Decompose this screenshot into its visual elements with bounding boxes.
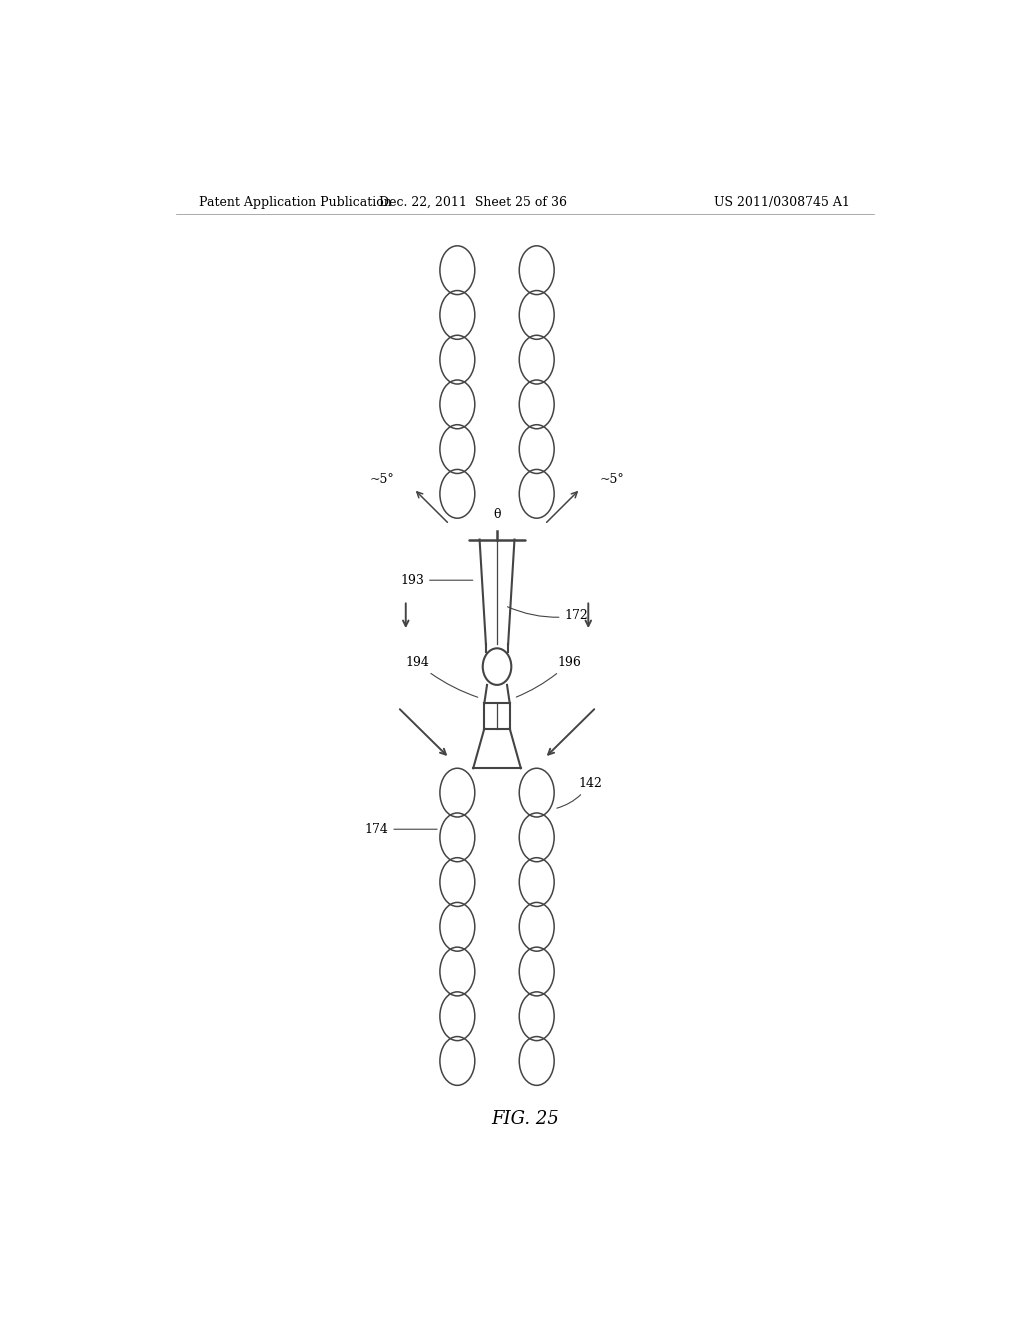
Text: Patent Application Publication: Patent Application Publication bbox=[200, 195, 392, 209]
Text: 194: 194 bbox=[404, 656, 478, 697]
Text: Dec. 22, 2011  Sheet 25 of 36: Dec. 22, 2011 Sheet 25 of 36 bbox=[379, 195, 567, 209]
Text: 174: 174 bbox=[365, 822, 437, 836]
Text: US 2011/0308745 A1: US 2011/0308745 A1 bbox=[715, 195, 850, 209]
Text: 196: 196 bbox=[516, 656, 582, 697]
Text: 142: 142 bbox=[557, 777, 602, 808]
Text: ~5°: ~5° bbox=[370, 473, 394, 486]
Text: ~5°: ~5° bbox=[600, 473, 625, 486]
Text: θ: θ bbox=[494, 508, 501, 520]
Text: 193: 193 bbox=[400, 574, 473, 586]
Text: 172: 172 bbox=[508, 607, 588, 622]
Text: FIG. 25: FIG. 25 bbox=[490, 1110, 559, 1127]
